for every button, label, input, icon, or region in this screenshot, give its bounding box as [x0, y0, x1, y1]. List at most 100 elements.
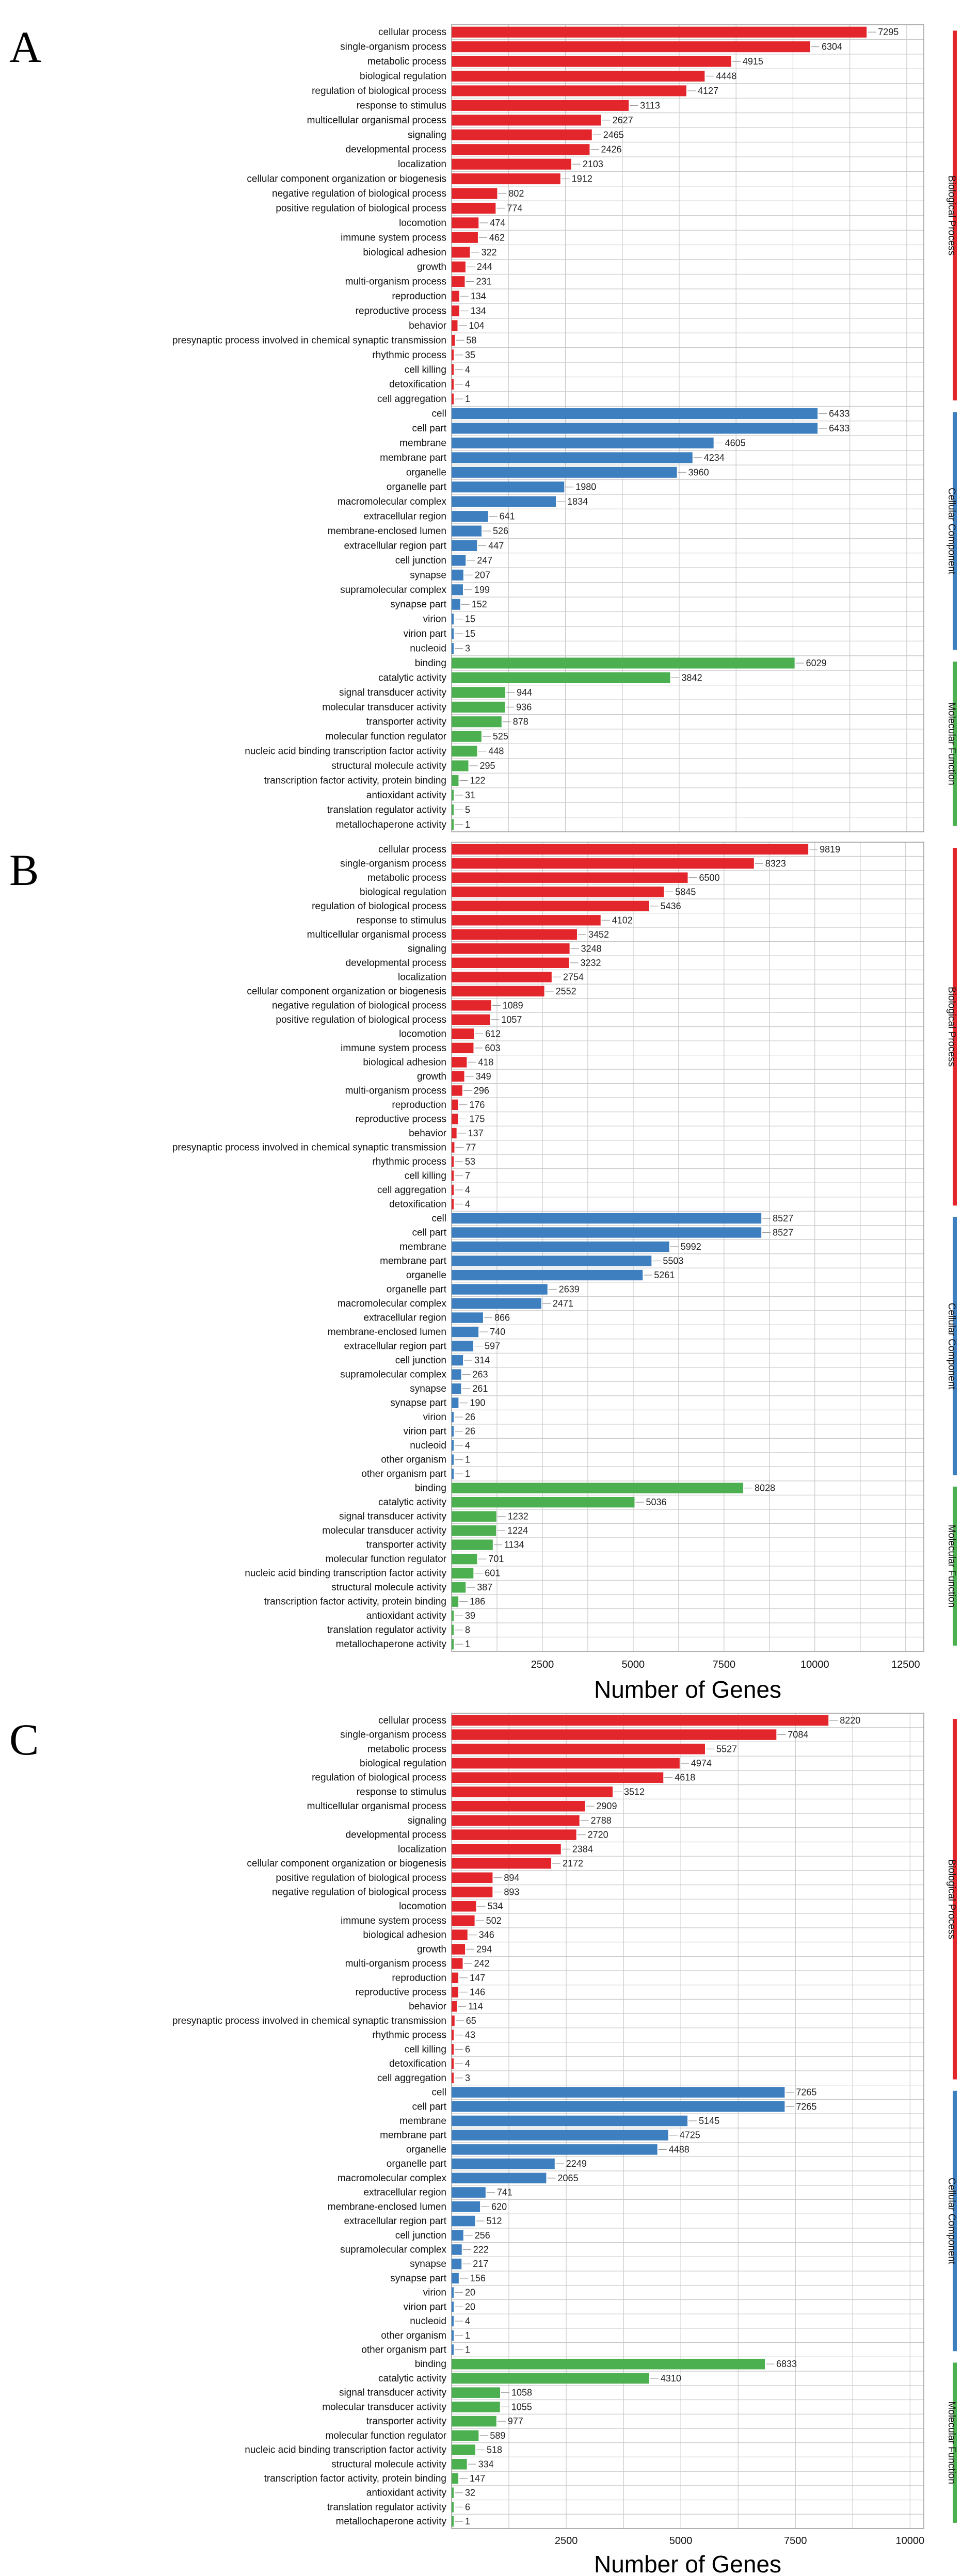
- category-label-macromolecular-complex: macromolecular complex: [338, 496, 447, 507]
- value-label-reproduction: 176: [469, 1100, 485, 1110]
- value-label-molecular-function-regulator: 525: [493, 731, 508, 742]
- category-label-membrane-enclosed-lumen: membrane-enclosed lumen: [328, 1327, 446, 1338]
- x-tick-label: 5000: [669, 2535, 693, 2547]
- value-label-growth: 349: [476, 1071, 491, 1082]
- bar-organelle-part: [452, 2158, 555, 2169]
- bar-transporter-activity: [452, 1539, 493, 1550]
- value-label-multicellular-organismal-process: 3452: [588, 929, 609, 940]
- category-label-negative-regulation-of-biological-process: negative regulation of biological proces…: [272, 1000, 446, 1011]
- category-label-supramolecular-complex: supramolecular complex: [340, 1370, 446, 1380]
- bar-organelle-part: [452, 481, 565, 493]
- category-label-detoxification: detoxification: [389, 379, 446, 390]
- bar-macromolecular-complex: [452, 496, 556, 507]
- panel-letter: C: [9, 1715, 39, 1764]
- panel-letter: A: [9, 22, 41, 72]
- category-label-organelle: organelle: [406, 1270, 446, 1281]
- value-label-cell-junction: 247: [477, 555, 492, 566]
- category-label-cell-junction: cell junction: [395, 555, 446, 566]
- value-label-extracellular-region: 741: [497, 2187, 512, 2198]
- legend-label-molecular-function: Molecular Function: [946, 2401, 957, 2484]
- bar-cellular-process: [452, 26, 867, 38]
- bar-metabolic-process: [452, 872, 688, 883]
- value-label-developmental-process: 3232: [580, 958, 601, 968]
- value-label-reproductive-process: 175: [469, 1114, 485, 1124]
- value-label-biological-adhesion: 418: [478, 1057, 493, 1067]
- value-label-synapse: 207: [475, 570, 490, 580]
- category-label-virion-part: virion part: [404, 629, 447, 639]
- bar-reproductive-process: [452, 305, 459, 317]
- category-label-behavior: behavior: [409, 320, 447, 331]
- legend-bar-cellular-component: [953, 412, 957, 650]
- value-label-membrane-part: 5503: [663, 1256, 683, 1266]
- bar-molecular-transducer-activity: [452, 701, 505, 713]
- bar-virion-part: [452, 2301, 454, 2312]
- category-label-transporter-activity: transporter activity: [366, 717, 447, 728]
- category-label-synapse: synapse: [410, 2259, 446, 2269]
- category-label-organelle: organelle: [406, 467, 446, 478]
- category-label-presynaptic-process-involved-in-chemical-synaptic-transmission: presynaptic process involved in chemical…: [172, 1142, 446, 1153]
- category-label-virion: virion: [423, 2288, 446, 2298]
- value-label-response-to-stimulus: 4102: [612, 915, 633, 925]
- value-label-cell-junction: 314: [474, 1355, 490, 1365]
- value-label-extracellular-region: 866: [494, 1313, 510, 1323]
- bar-cell-aggregation: [452, 2072, 454, 2084]
- category-label-regulation-of-biological-process: regulation of biological process: [312, 1773, 446, 1783]
- bar-growth: [452, 1944, 466, 1955]
- bar-reproduction: [452, 291, 459, 302]
- category-label-organelle-part: organelle part: [387, 1284, 447, 1295]
- value-label-membrane: 4605: [725, 438, 746, 448]
- bar-immune-system-process: [452, 232, 478, 243]
- value-label-synapse-part: 152: [472, 599, 487, 609]
- bar-translation-regulator-activity: [452, 1624, 454, 1635]
- value-label-signaling: 2465: [603, 130, 624, 140]
- value-label-nucleic-acid-binding-transcription-factor-activity: 601: [485, 1568, 500, 1579]
- category-label-immune-system-process: immune system process: [341, 1915, 446, 1926]
- bar-presynaptic-process-involved-in-chemical-synaptic-transmission: [452, 2015, 455, 2026]
- category-label-response-to-stimulus: response to stimulus: [357, 1786, 446, 1797]
- value-label-signaling: 3248: [581, 943, 602, 954]
- bar-detoxification: [452, 379, 454, 390]
- category-label-detoxification: detoxification: [389, 2058, 446, 2069]
- category-label-virion: virion: [423, 614, 446, 625]
- category-label-biological-regulation: biological regulation: [360, 71, 446, 82]
- category-label-cellular-process: cellular process: [378, 1715, 446, 1726]
- value-label-detoxification: 4: [465, 2058, 470, 2069]
- category-label-cell-part: cell part: [412, 423, 446, 434]
- category-label-membrane: membrane: [399, 438, 446, 448]
- bar-biological-adhesion: [452, 247, 470, 258]
- x-tick-label: 2500: [555, 2535, 578, 2547]
- bar-positive-regulation-of-biological-process: [452, 1014, 490, 1025]
- bar-locomotion: [452, 1901, 476, 1912]
- category-label-reproduction: reproduction: [392, 1973, 446, 1984]
- category-label-organelle: organelle: [406, 2144, 446, 2155]
- bar-supramolecular-complex: [452, 2244, 462, 2255]
- bar-reproduction: [452, 1972, 459, 1984]
- value-label-macromolecular-complex: 2471: [553, 1298, 573, 1309]
- value-label-cell-junction: 256: [475, 2230, 490, 2241]
- category-label-macromolecular-complex: macromolecular complex: [338, 2173, 447, 2184]
- bar-biological-adhesion: [452, 1057, 467, 1068]
- legend-label-cellular-component: Cellular Component: [946, 488, 957, 575]
- category-label-metabolic-process: metabolic process: [367, 1744, 446, 1754]
- value-label-structural-molecule-activity: 295: [480, 761, 495, 771]
- category-label-membrane-part: membrane part: [380, 2130, 447, 2141]
- bar-biological-adhesion: [452, 1929, 468, 1940]
- bar-organelle: [452, 2144, 658, 2155]
- category-label-developmental-process: developmental process: [346, 1830, 446, 1841]
- legend-bar-molecular-function: [953, 1486, 957, 1646]
- value-label-cellular-process: 8220: [840, 1715, 860, 1726]
- category-label-positive-regulation-of-biological-process: positive regulation of biological proces…: [276, 1015, 446, 1025]
- category-label-reproductive-process: reproductive process: [356, 306, 446, 317]
- value-label-developmental-process: 2720: [588, 1830, 608, 1840]
- value-label-molecular-transducer-activity: 1055: [511, 2402, 532, 2412]
- category-label-macromolecular-complex: macromolecular complex: [338, 1298, 447, 1309]
- value-label-transcription-factor-activity-protein-binding: 147: [470, 2473, 485, 2484]
- bar-organelle-part: [452, 1284, 548, 1295]
- category-label-structural-molecule-activity: structural molecule activity: [331, 1582, 446, 1593]
- x-tick-label: 7500: [713, 1659, 736, 1670]
- bar-extracellular-region-part: [452, 540, 477, 552]
- category-label-transcription-factor-activity-protein-binding: transcription factor activity, protein b…: [264, 775, 446, 786]
- value-label-positive-regulation-of-biological-process: 774: [507, 203, 522, 213]
